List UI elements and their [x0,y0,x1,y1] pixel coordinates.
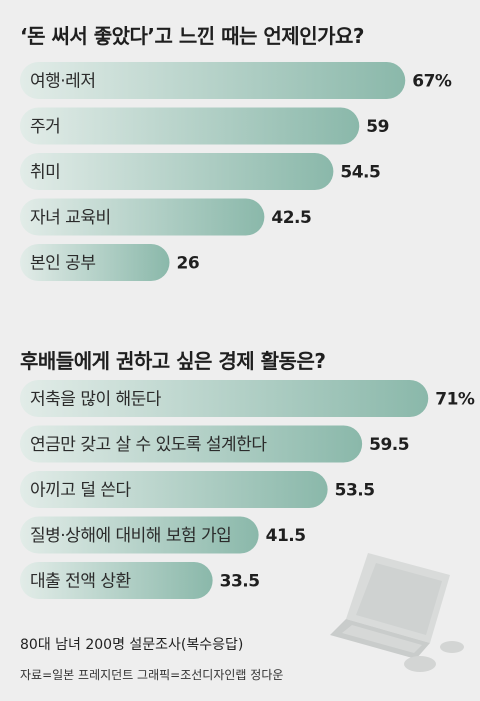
bar-value-label: 59.5 [369,435,409,455]
bar-category-label: 질병·상해에 대비해 보험 가입 [30,526,231,546]
bar-category-label: 본인 공부 [30,254,95,274]
bar [20,107,360,145]
bar-category-label: 아끼고 덜 쓴다 [30,481,132,501]
bar-category-label: 자녀 교육비 [30,208,111,228]
chart-2-title: 후배들에게 권하고 싶은 경제 활동은? [20,349,326,373]
bar [20,198,265,236]
bar-category-label: 취미 [30,163,60,183]
bar [20,516,259,554]
survey-note: 80대 남녀 200명 설문조사(복수응답) [20,637,244,653]
chart-1: 여행·레저 67% 주거 59 취미 54.5 자녀 교육비 42.5 본인 공부 26 [20,62,452,281]
bar [20,471,328,508]
chart-2: 저축을 많이 해둔다 71% 연금만 갖고 살 수 있도록 설계한다 59.5 아끼고 … [20,380,475,599]
source-credit: 자료=일본 프레지던트 그래픽=조선디자인랩 정다운 [20,668,284,682]
bar [20,62,406,99]
bar [20,425,363,463]
bar-value-label: 67% [412,72,452,92]
bar-value-label: 33.5 [220,572,260,592]
bar [20,562,213,599]
bar-value-label: 42.5 [271,208,311,228]
bar-category-label: 저축을 많이 해둔다 [30,390,162,410]
bar-value-label: 54.5 [340,163,380,183]
bar-category-label: 주거 [30,117,60,137]
bar-value-label: 41.5 [266,526,306,546]
bar-value-label: 71% [435,390,475,410]
bar-category-label: 대출 전액 상환 [30,572,131,592]
bar-category-label: 연금만 갖고 살 수 있도록 설계한다 [30,435,267,455]
laptop-icon [330,553,464,672]
bar-value-label: 53.5 [335,481,375,501]
chart-1-title: ‘돈 써서 좋았다’고 느낀 때는 언제인가요? [20,24,365,48]
bar-category-label: 여행·레저 [30,72,95,92]
bar [20,380,429,417]
bar-value-label: 59 [366,117,389,137]
bar [20,244,170,281]
bar [20,153,334,190]
bar-value-label: 26 [177,254,200,274]
